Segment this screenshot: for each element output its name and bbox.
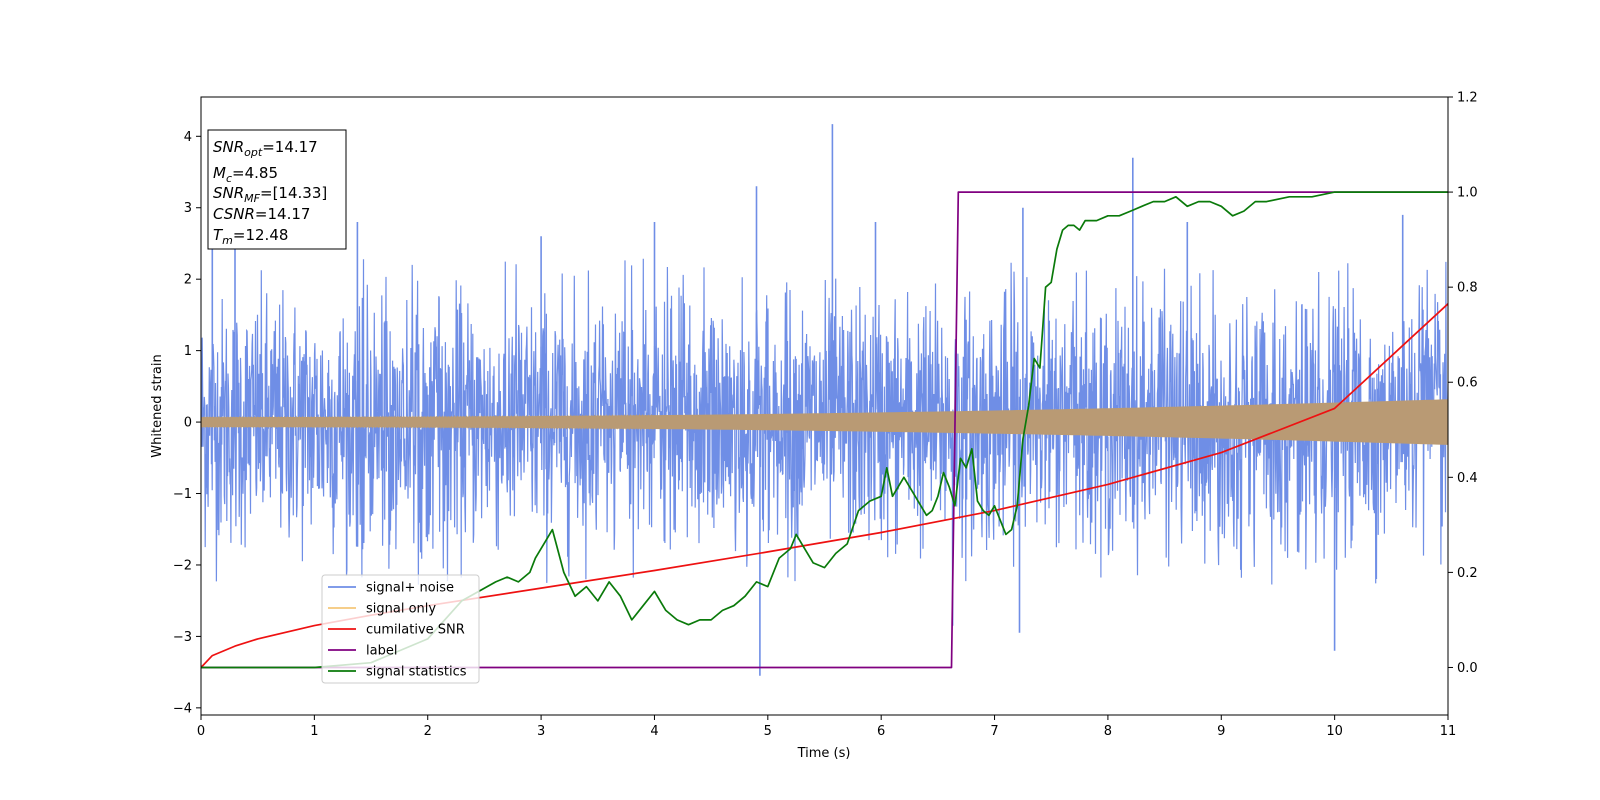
y-left-tick-label: −2 [173, 558, 192, 573]
y-left-tick-label: 2 [184, 273, 192, 288]
x-tick-label: 0 [197, 724, 205, 739]
y-left-tick-label: −3 [173, 630, 192, 645]
x-tick-label: 11 [1440, 724, 1457, 739]
plot-frame [200, 96, 1449, 716]
x-tick-label: 7 [990, 724, 998, 739]
y-right-tick-label: 0.8 [1457, 281, 1478, 296]
x-tick-label: 5 [764, 724, 772, 739]
legend-frame [321, 574, 480, 684]
y-right-tick-label: 1.2 [1457, 91, 1478, 106]
signal-statistics-line [201, 191, 1448, 669]
info-box: SNRopt=14.17 Mc=4.85SNRMF=[14.33]CSNR=14.… [207, 129, 347, 250]
y-right-tick-label: 1.0 [1457, 186, 1478, 201]
info-box-line: Tm=12.48 [213, 226, 288, 247]
info-box-line: Mc=4.85 [213, 164, 278, 185]
y-right-tick-label: 0.4 [1457, 471, 1478, 486]
x-tick-label: 9 [1217, 724, 1225, 739]
info-box-line: CSNR=14.17 [213, 205, 310, 223]
y-left-tick-label: 1 [184, 344, 192, 359]
legend-label: cumilative SNR [366, 623, 465, 638]
y-right-tick-label: 0.2 [1457, 566, 1478, 581]
x-tick-label: 8 [1104, 724, 1112, 739]
x-tick-label: 1 [310, 724, 318, 739]
series-layer [201, 124, 1448, 676]
x-tick-label: 4 [650, 724, 658, 739]
y-left-tick-label: −4 [173, 701, 192, 716]
signal-only-band [201, 399, 1448, 445]
y-right-tick-label: 0.0 [1457, 661, 1478, 676]
y-right-tick-label: 0.6 [1457, 376, 1478, 391]
y-axis-label: Whitened strain [150, 354, 165, 457]
signal-only-oscillation [201, 413, 655, 431]
y-left-tick-label: 4 [184, 130, 192, 145]
x-tick-label: 2 [424, 724, 432, 739]
signal-noise-spikes [211, 124, 1404, 676]
cumulative-snr-line [201, 303, 1448, 669]
info-box-line: SNRMF=[14.33] [213, 184, 327, 205]
label-line [201, 191, 1448, 669]
legend-label: signal+ noise [366, 581, 454, 596]
y-left-tick-label: 3 [184, 201, 192, 216]
legend: signal+ noise signal only cumilative SNR la… [321, 574, 480, 684]
x-tick-label: 10 [1326, 724, 1343, 739]
x-axis-label: Time (s) [797, 746, 851, 761]
axes-layer: 0 1 2 3 4 5 6 7 8 9 10 11 −4 −3 −2 −1 0 1 2 3 4 0.0 0.2 0.4 0.6 0… [173, 91, 1478, 740]
x-tick-label: 3 [537, 724, 545, 739]
y-left-tick-label: −1 [173, 487, 192, 502]
info-box-line: SNRopt=14.17 [213, 138, 318, 159]
info-box-frame [207, 129, 347, 250]
x-tick-label: 6 [877, 724, 885, 739]
y-left-tick-label: 0 [184, 416, 192, 431]
legend-label: signal only [366, 602, 436, 617]
legend-label: signal statistics [366, 665, 467, 680]
legend-label: label [366, 644, 397, 659]
